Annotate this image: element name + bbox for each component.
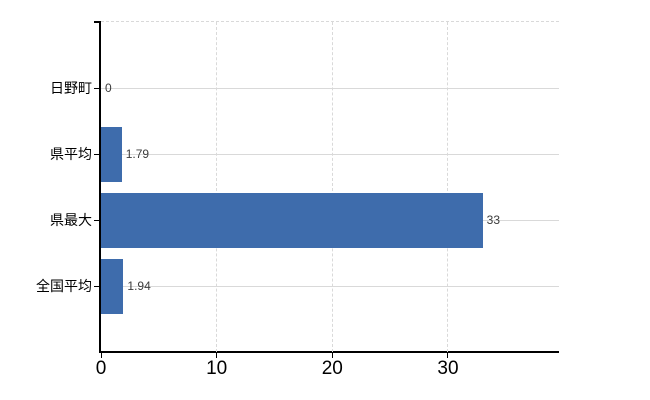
x-axis-line xyxy=(99,351,559,353)
bar-value-label: 1.79 xyxy=(125,147,150,161)
x-axis-tick xyxy=(216,353,218,358)
h-gridline xyxy=(101,153,559,155)
h-gridline xyxy=(101,285,559,287)
x-axis-tick-label: 20 xyxy=(321,358,343,379)
plot-area-top-border xyxy=(101,21,559,22)
bar xyxy=(101,192,483,248)
x-axis-tick-label: 30 xyxy=(437,358,459,379)
y-axis-label: 日野町 xyxy=(50,80,92,96)
y-axis-top-tick xyxy=(94,21,101,23)
bar-value-label: 0 xyxy=(105,81,112,95)
y-axis-tick xyxy=(94,153,101,155)
x-axis-tick-label: 10 xyxy=(206,358,228,379)
v-gridline xyxy=(216,22,218,352)
y-axis-tick xyxy=(94,285,101,287)
bar xyxy=(101,258,124,314)
y-axis-tick xyxy=(94,219,101,221)
h-gridline xyxy=(101,87,559,89)
v-gridline xyxy=(447,22,449,352)
y-axis-label: 県平均 xyxy=(50,146,92,162)
x-axis-tick xyxy=(331,353,333,358)
y-axis-label: 県最大 xyxy=(50,212,92,228)
bar xyxy=(101,126,122,182)
x-axis-tick-label: 0 xyxy=(95,358,107,379)
y-axis-tick xyxy=(94,87,101,89)
x-axis-tick xyxy=(447,353,449,358)
x-axis-tick xyxy=(100,353,102,358)
bar-value-label: 1.94 xyxy=(127,279,151,293)
bar-value-label: 33 xyxy=(486,213,501,227)
v-gridline xyxy=(331,22,333,352)
y-axis-label: 全国平均 xyxy=(36,278,92,294)
y-axis-line xyxy=(99,22,101,352)
